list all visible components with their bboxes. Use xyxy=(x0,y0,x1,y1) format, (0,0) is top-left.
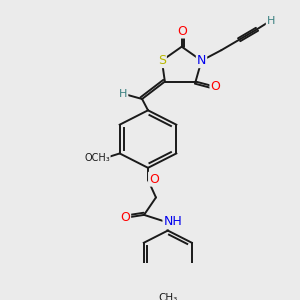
Text: S: S xyxy=(158,54,166,67)
Text: NH: NH xyxy=(164,215,182,228)
Text: H: H xyxy=(119,89,128,99)
Text: N: N xyxy=(197,54,206,67)
Text: OCH₃: OCH₃ xyxy=(84,153,110,163)
Text: O: O xyxy=(149,173,159,186)
Text: O: O xyxy=(211,80,220,93)
Text: H: H xyxy=(267,16,275,26)
Text: O: O xyxy=(120,211,130,224)
Text: CH₃: CH₃ xyxy=(158,293,178,300)
Text: O: O xyxy=(177,25,187,38)
